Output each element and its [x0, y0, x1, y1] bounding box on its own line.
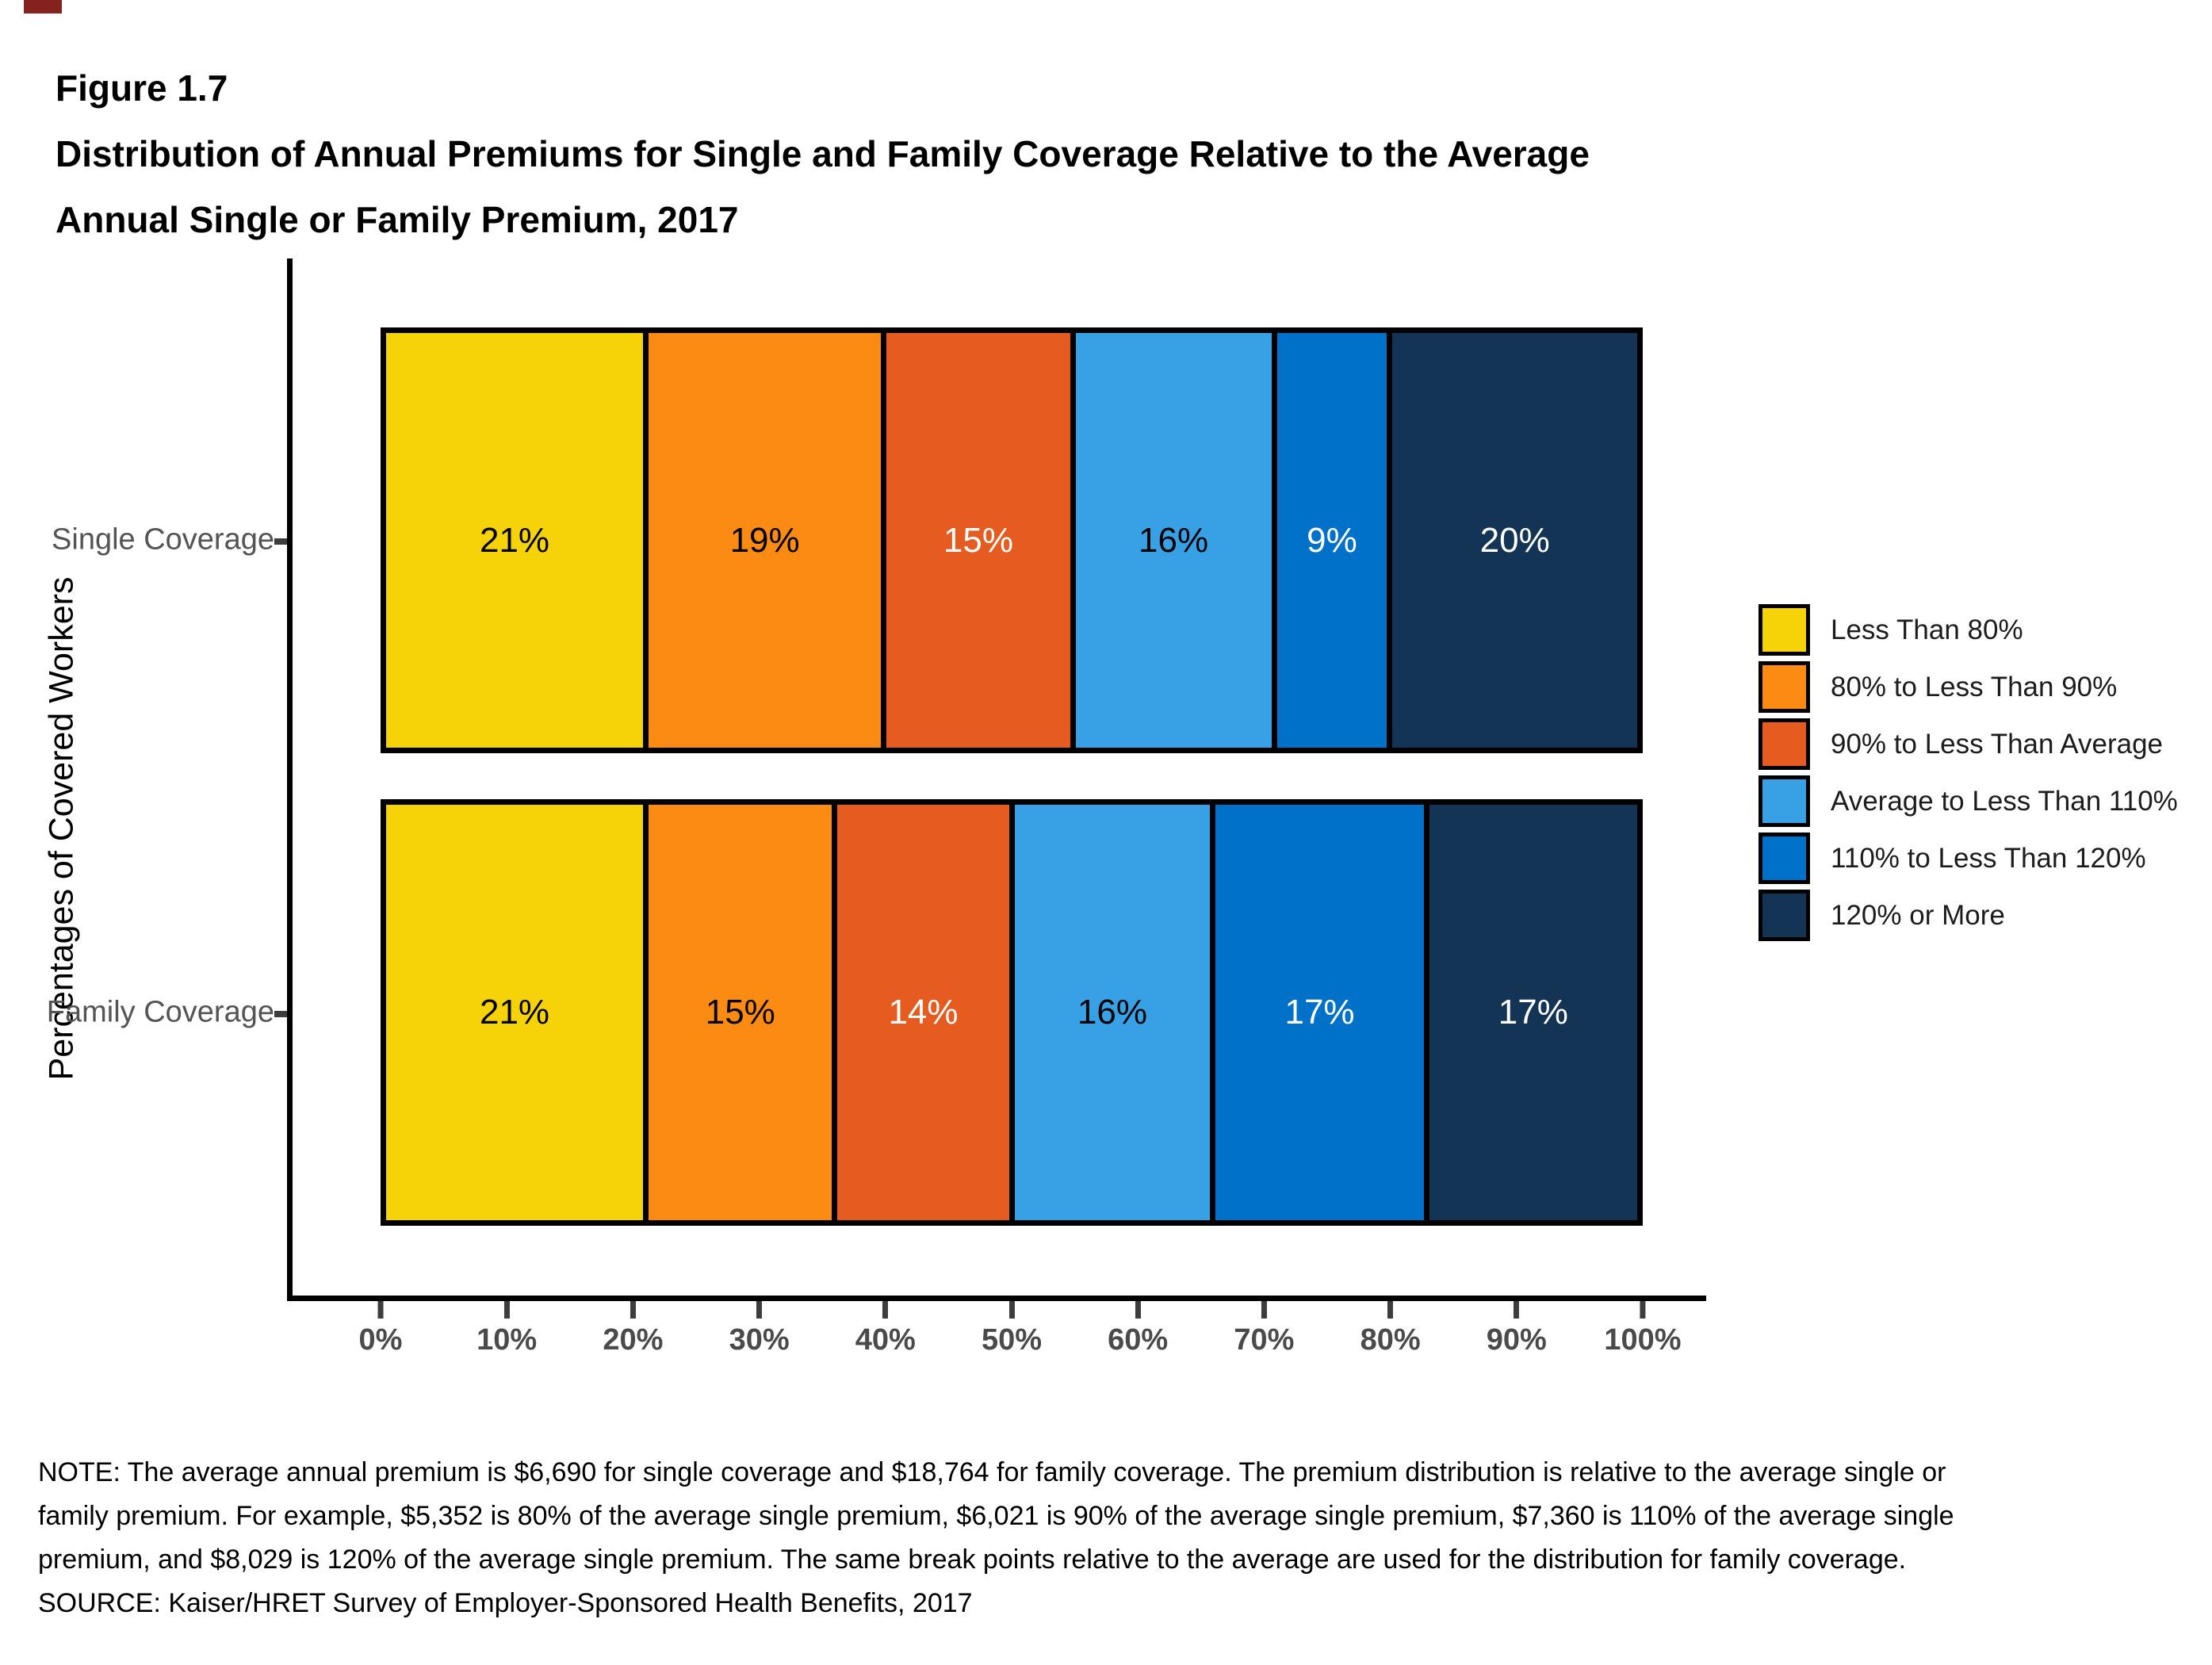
x-tick-mark — [1261, 1301, 1267, 1319]
bar-segment-value: 15% — [705, 993, 775, 1032]
legend-label: 80% to Less Than 90% — [1831, 671, 2118, 702]
x-tick-mark — [1514, 1301, 1520, 1319]
bar-segment-value: 17% — [1498, 993, 1568, 1032]
bar-segment-value: 16% — [1139, 520, 1209, 560]
x-tick: 50% — [982, 1301, 1042, 1357]
bar-segment: 20% — [1392, 333, 1637, 748]
legend-label: 120% or More — [1831, 899, 2005, 931]
x-axis-line — [287, 1296, 1706, 1301]
bar-segment-value: 21% — [479, 520, 550, 560]
bar-single-coverage: 21% 19% 15% 16% 9% 20% — [381, 327, 1643, 753]
category-label: Family Coverage — [46, 995, 274, 1029]
x-tick: 20% — [603, 1301, 663, 1357]
bar-segment: 17% — [1215, 805, 1429, 1220]
bar-segment-value: 14% — [888, 993, 959, 1032]
bar-segment: 19% — [649, 333, 887, 748]
legend-item: Average to Less Than 110% — [1759, 775, 2178, 827]
x-tick-label: 30% — [729, 1323, 790, 1357]
legend-item: 110% to Less Than 120% — [1759, 832, 2178, 884]
bar-segment-value: 19% — [729, 520, 800, 560]
bar-segment-value: 16% — [1077, 993, 1147, 1032]
bar-segment: 16% — [1075, 333, 1277, 748]
x-tick: 0% — [358, 1301, 403, 1357]
legend-label: 90% to Less Than Average — [1831, 728, 2164, 760]
legend-swatch — [1759, 890, 1810, 941]
x-tick-label: 0% — [358, 1323, 403, 1357]
x-tick: 10% — [476, 1301, 537, 1357]
footer-block: NOTE: The average annual premium is $6,6… — [38, 1451, 1965, 1625]
x-axis-ticks: 0% 10% 20% 30% 40% 50% 60% 70% 80% 90% 100% — [359, 1301, 1682, 1396]
bar-segment-value: 9% — [1307, 520, 1357, 560]
y-tick-mark — [274, 1011, 287, 1017]
x-tick-mark — [1387, 1301, 1394, 1319]
bar-family-coverage: 21% 15% 14% 16% 17% 17% — [381, 799, 1643, 1226]
bar-segment: 9% — [1276, 333, 1393, 748]
page-corner-mark — [24, 0, 62, 13]
legend-label: 110% to Less Than 120% — [1831, 842, 2146, 874]
x-tick-mark — [756, 1301, 763, 1319]
x-tick: 60% — [1108, 1301, 1168, 1357]
legend-swatch — [1759, 832, 1810, 884]
x-tick-label: 70% — [1234, 1323, 1295, 1357]
legend-item: 90% to Less Than Average — [1759, 718, 2178, 770]
x-tick: 70% — [1234, 1301, 1294, 1357]
legend-swatch — [1759, 604, 1810, 656]
x-tick: 80% — [1360, 1301, 1421, 1357]
bar-segment-value: 17% — [1284, 993, 1355, 1032]
bar-segment-value: 15% — [943, 520, 1013, 560]
bar-segment: 15% — [886, 333, 1076, 748]
x-tick-label: 100% — [1604, 1323, 1682, 1357]
legend: Less Than 80% 80% to Less Than 90% 90% to … — [1759, 604, 2178, 947]
legend-item: Less Than 80% — [1759, 604, 2178, 656]
x-tick-label: 50% — [981, 1323, 1043, 1357]
x-tick-label: 60% — [1108, 1323, 1169, 1357]
x-tick-mark — [882, 1301, 889, 1319]
x-tick: 30% — [729, 1301, 790, 1357]
x-tick-label: 90% — [1486, 1323, 1547, 1357]
x-tick-mark — [503, 1301, 510, 1319]
legend-swatch — [1759, 775, 1810, 827]
legend-item: 80% to Less Than 90% — [1759, 661, 2178, 713]
figure-title-line1: Distribution of Annual Premiums for Sing… — [55, 133, 1590, 174]
x-tick-label: 20% — [603, 1323, 664, 1357]
x-tick-mark — [630, 1301, 636, 1319]
x-tick-label: 40% — [855, 1323, 916, 1357]
bar-segment: 21% — [386, 805, 649, 1220]
x-tick: 90% — [1487, 1301, 1547, 1357]
x-tick-label: 10% — [476, 1323, 538, 1357]
x-tick-mark — [1008, 1301, 1015, 1319]
x-tick-mark — [377, 1301, 384, 1319]
note-text: NOTE: The average annual premium is $6,6… — [38, 1457, 1954, 1575]
title-block: Figure 1.7 Distribution of Annual Premiu… — [55, 56, 1590, 253]
figure-number: Figure 1.7 — [55, 67, 228, 109]
x-tick-mark — [1135, 1301, 1141, 1319]
y-axis-line — [287, 258, 293, 1301]
x-tick-label: 80% — [1360, 1323, 1421, 1357]
bar-segment-value: 20% — [1479, 520, 1550, 560]
legend-item: 120% or More — [1759, 890, 2178, 941]
legend-swatch — [1759, 718, 1810, 770]
bar-segment: 21% — [386, 333, 649, 748]
figure-title-line2: Annual Single or Family Premium, 2017 — [55, 199, 739, 240]
source-text: SOURCE: Kaiser/HRET Survey of Employer-S… — [38, 1588, 973, 1618]
legend-swatch — [1759, 661, 1810, 713]
bar-segment-value: 21% — [479, 993, 550, 1032]
x-tick: 100% — [1604, 1301, 1682, 1357]
y-tick-mark — [274, 538, 287, 545]
category-label: Single Coverage — [52, 522, 274, 557]
legend-label: Average to Less Than 110% — [1831, 785, 2178, 817]
x-tick-mark — [1640, 1301, 1646, 1319]
bar-segment: 16% — [1014, 805, 1216, 1220]
bar-segment: 17% — [1429, 805, 1637, 1220]
legend-label: Less Than 80% — [1831, 614, 2023, 645]
x-tick: 40% — [855, 1301, 916, 1357]
bar-segment: 15% — [649, 805, 838, 1220]
bar-segment: 14% — [837, 805, 1015, 1220]
